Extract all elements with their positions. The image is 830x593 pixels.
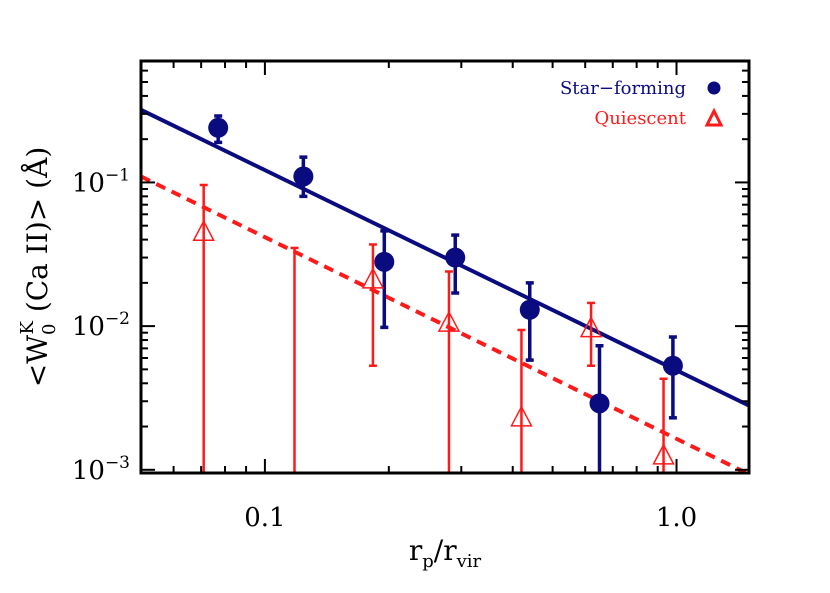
fit-line-quiescent bbox=[141, 174, 749, 473]
fit-line-star-forming bbox=[141, 108, 749, 408]
legend-marker-star-forming bbox=[707, 81, 721, 95]
y-tick-label: 10−3 bbox=[72, 453, 130, 486]
data-point-star-forming bbox=[374, 251, 395, 272]
legend-marker-quiescent bbox=[704, 107, 724, 127]
legend-label-quiescent: Quiescent bbox=[594, 108, 686, 129]
data-point-quiescent bbox=[652, 443, 675, 465]
data-point-star-forming bbox=[662, 355, 683, 376]
y-tick-label: 10−1 bbox=[72, 165, 130, 198]
data-point-quiescent bbox=[510, 405, 533, 427]
data-point-star-forming bbox=[589, 393, 610, 414]
plot-frame bbox=[139, 59, 751, 475]
legend: Star−forming Quiescent bbox=[560, 78, 724, 129]
data-point-star-forming bbox=[519, 299, 540, 320]
data-point-quiescent bbox=[437, 310, 461, 332]
data-point-star-forming bbox=[293, 166, 314, 187]
y-axis-label: <W0K (Ca II)> (Å) bbox=[17, 147, 60, 387]
data-point-star-forming bbox=[208, 117, 229, 138]
legend-label-star-forming: Star−forming bbox=[560, 78, 686, 99]
x-tick-label: 0.1 bbox=[244, 503, 285, 533]
x-tick-label: 1.0 bbox=[656, 503, 697, 533]
x-axis-label: rp/rvir bbox=[409, 534, 482, 572]
data-point-star-forming bbox=[445, 247, 466, 268]
y-tick-label: 10−2 bbox=[72, 309, 130, 342]
data-point-quiescent bbox=[192, 219, 215, 242]
data-point-quiescent bbox=[579, 316, 603, 338]
data-point-quiescent bbox=[361, 267, 385, 289]
